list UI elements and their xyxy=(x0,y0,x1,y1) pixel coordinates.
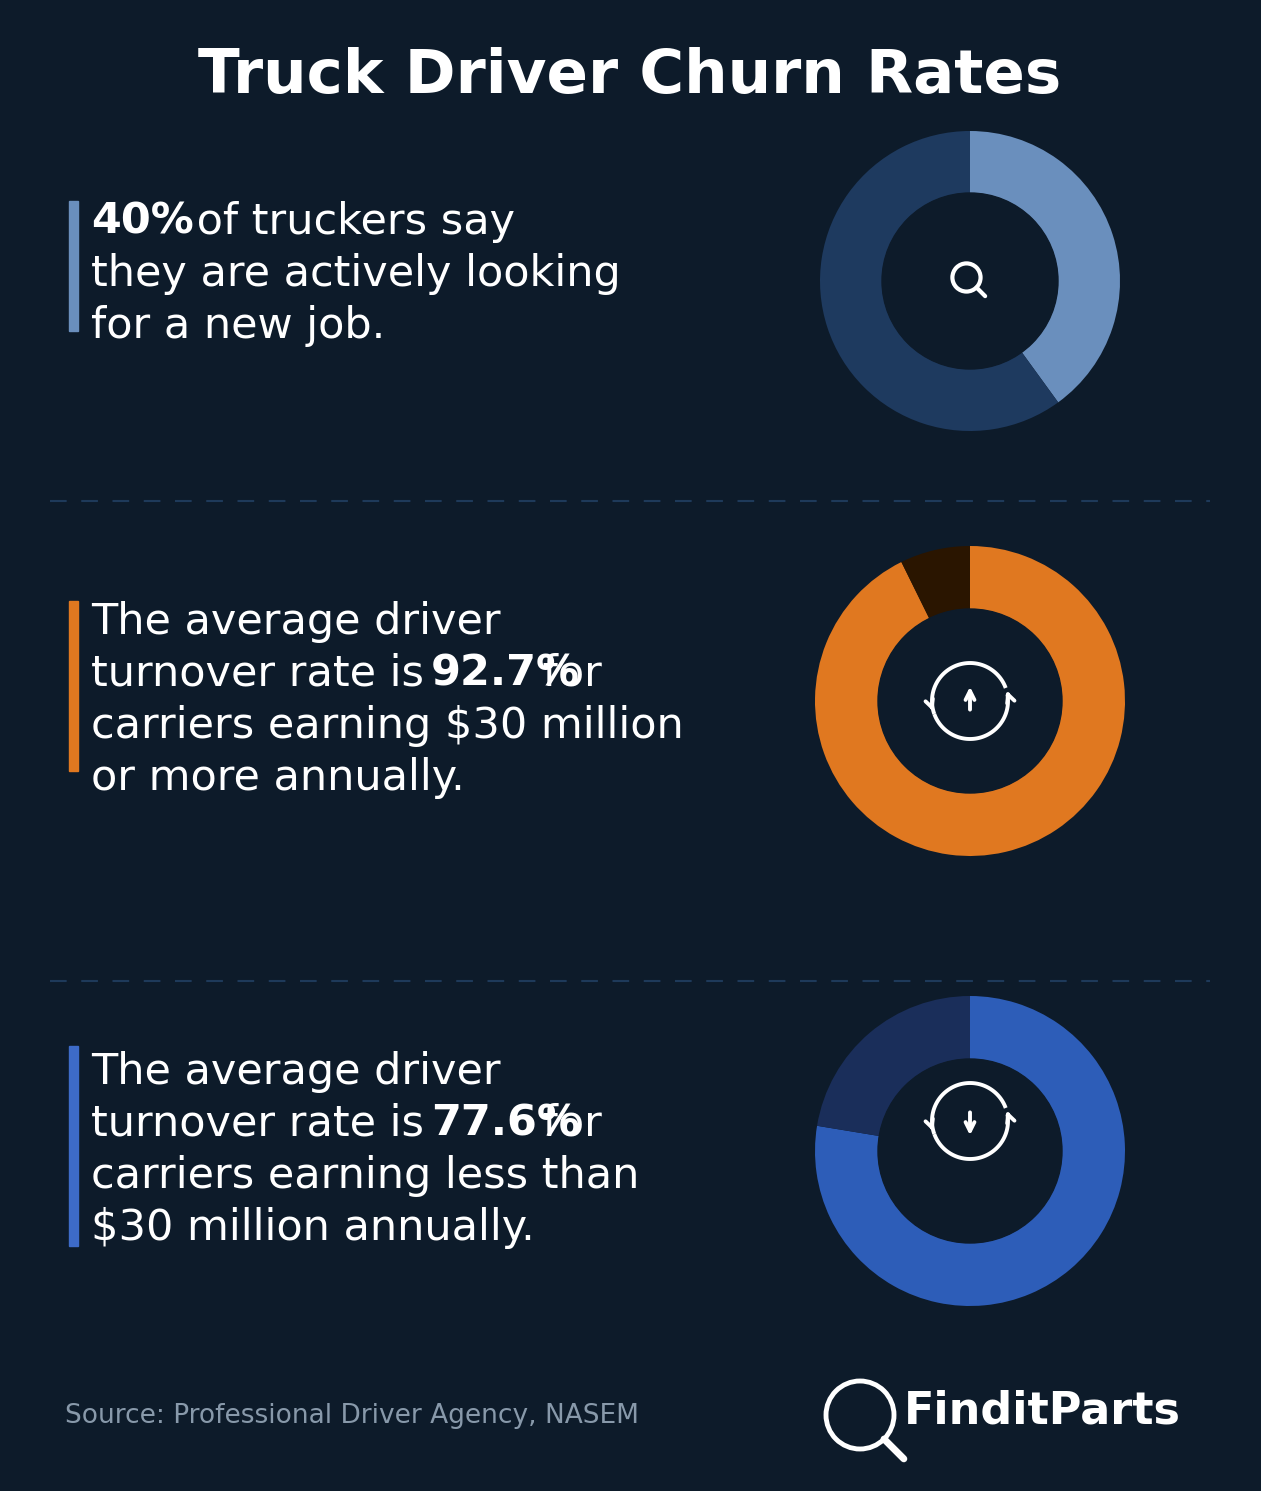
Wedge shape xyxy=(817,996,970,1136)
Text: 77.6%: 77.6% xyxy=(431,1103,580,1145)
Text: 40%: 40% xyxy=(91,201,194,243)
Circle shape xyxy=(881,192,1058,368)
Text: The average driver: The average driver xyxy=(91,601,501,643)
Bar xyxy=(69,1047,78,1246)
Text: The average driver: The average driver xyxy=(91,1051,501,1093)
Wedge shape xyxy=(820,131,1058,431)
Text: Source: Professional Driver Agency, NASEM: Source: Professional Driver Agency, NASE… xyxy=(66,1403,639,1428)
Circle shape xyxy=(878,608,1062,793)
Text: 92.7%: 92.7% xyxy=(431,653,580,695)
Text: for: for xyxy=(530,653,601,695)
Text: for: for xyxy=(530,1103,601,1145)
Text: for a new job.: for a new job. xyxy=(91,306,386,347)
Bar xyxy=(69,201,78,331)
Text: carriers earning less than: carriers earning less than xyxy=(91,1156,639,1197)
Text: $30 million annually.: $30 million annually. xyxy=(91,1208,535,1249)
Text: they are actively looking: they are actively looking xyxy=(91,253,620,295)
Wedge shape xyxy=(970,131,1120,403)
Text: carriers earning $30 million: carriers earning $30 million xyxy=(91,705,683,747)
Wedge shape xyxy=(815,996,1125,1306)
Bar xyxy=(69,601,78,771)
Circle shape xyxy=(878,1059,1062,1243)
Text: or more annually.: or more annually. xyxy=(91,757,465,799)
Text: FinditParts: FinditParts xyxy=(904,1390,1182,1433)
Text: Truck Driver Churn Rates: Truck Driver Churn Rates xyxy=(198,46,1062,106)
Wedge shape xyxy=(902,546,970,619)
Text: turnover rate is: turnover rate is xyxy=(91,653,438,695)
Text: of truckers say: of truckers say xyxy=(183,201,516,243)
Text: turnover rate is: turnover rate is xyxy=(91,1103,438,1145)
Wedge shape xyxy=(815,546,1125,856)
